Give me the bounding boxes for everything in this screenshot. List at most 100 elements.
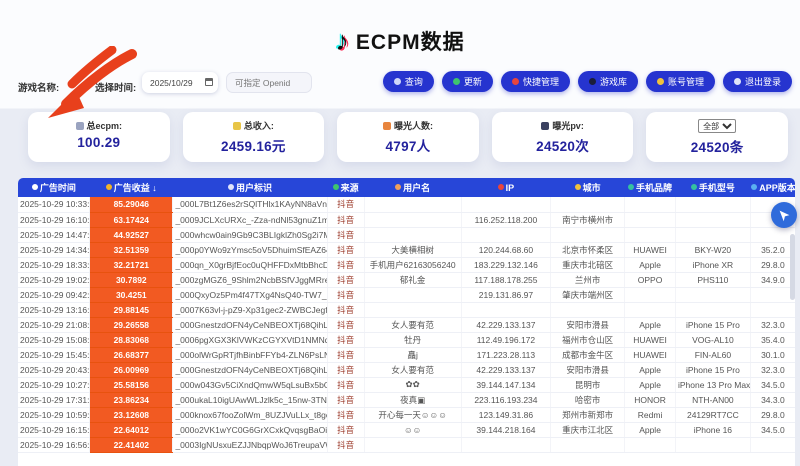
update-button-label: 更新 [463,77,482,87]
cell-ip: 117.188.178.255 [461,272,552,288]
cell-model: 24129RT7CC [675,407,751,423]
column-header-ip: IP [461,178,551,197]
ecpm-icon [75,121,84,130]
table-container: 广告时间 广告收益 ↓ 用户标识 来源 用户名 IP 城市 手机品牌 手机型号 APP版本 202… [18,178,795,466]
floating-cursor-button[interactable] [771,202,797,228]
cell-username [364,437,462,453]
column-label-revenue: 广告收益 ↓ [113,183,157,193]
tools-icon [511,78,519,85]
cell-ip: 42.229.133.137 [461,362,552,378]
table-row: 2025-10-29 10:33:5685.29046_000L7Bt1Z6es… [18,197,795,213]
cell-time: 2025-10-29 18:33:51 [18,257,91,273]
cell-city: 郑州市新郑市 [550,407,626,423]
cell-username: ✿✿ [364,377,462,393]
cell-version: 34.3.0 [750,392,795,408]
select-time-label: 选择时间: [95,83,137,94]
exposure-pv-card: 曝光pv: 24520次 [491,112,634,162]
cell-brand [624,437,676,453]
cell-ip: 223.116.193.234 [461,392,552,408]
exposure-users-card-value: 4797人 [385,139,431,154]
logout-button[interactable]: 退出登录 [722,71,792,92]
column-header-city: 城市 [550,178,625,197]
cell-time: 2025-10-29 09:42:15 [18,287,91,303]
cell-model: iPhone 15 Pro [675,317,751,333]
cell-city: 南宁市横州市 [550,212,626,228]
cell-time: 2025-10-29 14:47:31 [18,227,91,243]
cell-ip: 123.149.31.86 [461,407,552,423]
table-row: 2025-10-29 13:16:0129.88145_0007K63vl-j-… [18,302,795,318]
cell-source: 抖音 [327,437,365,453]
game-library-button[interactable]: 游戏库 [577,71,638,92]
cell-version [750,227,795,243]
update-button[interactable]: 更新 [441,71,493,92]
logout-icon [733,78,741,85]
cell-model [675,197,751,213]
cell-ip: 183.229.132.146 [461,257,552,273]
gamepad-icon [588,78,596,85]
cell-uid: _000whcw0ain9Gb9C3BLIgklZh0Sg2i7Mw [172,227,328,243]
money-icon [232,121,241,130]
table-row: 2025-10-29 16:15:5122.64012_000o2VK1wYC0… [18,422,795,438]
table-body: 2025-10-29 10:33:5685.29046_000L7Bt1Z6es… [18,197,795,453]
column-header-uid: 用户标识 [172,178,328,197]
cell-time: 2025-10-29 16:56:39 [18,437,91,453]
cell-username: 手机用户62163056240 [364,257,462,273]
openid-input[interactable] [226,72,312,93]
cell-city [550,227,626,243]
cell-brand: HONOR [624,392,676,408]
cursor-arrow-icon [779,210,789,221]
exposure-pv-card-value: 24520次 [536,139,589,154]
cell-ip [461,437,552,453]
exposure-users-card: 曝光人数: 4797人 [337,112,479,162]
exposure-pv-card-header: 曝光pv: [492,119,634,132]
ecpm-table: 广告时间 广告收益 ↓ 用户标识 来源 用户名 IP 城市 手机品牌 手机型号 APP版本 202… [18,178,795,453]
cell-revenue: 23.86234 [89,392,174,408]
date-input[interactable] [142,72,218,93]
cell-city: 哈密市 [550,392,626,408]
cell-revenue: 32.21721 [89,257,174,273]
cell-model [675,227,751,243]
column-label-source: 来源 [340,183,359,193]
city-icon [574,184,581,190]
total-income-card-header: 总收入: [183,119,325,132]
cell-uid: _0003IgNUsxuEZJJNbqpWoJ6TreupaVW191 [172,437,328,453]
cell-city [550,197,626,213]
column-header-revenue[interactable]: 广告收益 ↓ [89,178,173,197]
users-icon [395,184,402,190]
search-icon [393,78,401,85]
cell-brand: Apple [624,422,676,438]
query-button[interactable]: 查询 [382,71,434,92]
cell-revenue: 85.29046 [89,197,174,213]
cell-model: iPhone 16 [675,422,751,438]
cell-uid: _0006pgXGX3KlVWKzCGYXVtD1NMNdHf1Bmjz [172,332,328,348]
cell-revenue: 29.88145 [89,302,174,318]
query-button-label: 查询 [404,77,423,87]
cell-brand [624,227,676,243]
column-label-model: 手机型号 [698,183,735,193]
tiktok-note-icon: ♪ [335,25,349,56]
cell-time: 2025-10-29 16:15:51 [18,422,91,438]
cell-username: ☺☺ [364,422,462,438]
quick-manage-button[interactable]: 快捷管理 [500,71,570,92]
column-label-username: 用户名 [403,183,431,193]
stats-row: 总ecpm: 100.29 总收入: 2459.16元 曝光人数: 4797人 曝光pv: 2… [28,112,788,162]
total-ecpm-card: 总ecpm: 100.29 [28,112,170,162]
scrollbar-thumb[interactable] [790,234,795,300]
scope-select[interactable]: 全部 [698,119,737,133]
phone-model-icon [690,184,697,190]
account-manage-button[interactable]: 账号管理 [645,71,715,92]
cell-revenue: 26.00969 [89,362,174,378]
app-icon [751,184,758,190]
cell-uid: _000QxyOz5Pm4f47TXg4NsQ40-TW7_DPu8YG [172,287,328,303]
cell-model [675,437,751,453]
toolbar: 查询 更新 快捷管理 游戏库 账号管理 退出登录 [382,71,792,92]
table-row: 2025-10-29 20:43:4226.00969_000GnestzdOF… [18,362,795,378]
cell-uid: _000olWrGpRTjfhBinbFFYb4-ZLN6PsLNFr [172,347,328,363]
cell-ip: 120.244.68.60 [461,242,552,258]
cell-uid: _000p0YWo9zYmsc5oV5DhuimSfEAZ64HlkC [172,242,328,258]
cell-time: 2025-10-29 10:33:56 [18,197,91,213]
cell-model: BKY-W20 [675,242,751,258]
cell-source: 抖音 [327,212,365,228]
cell-source: 抖音 [327,257,365,273]
